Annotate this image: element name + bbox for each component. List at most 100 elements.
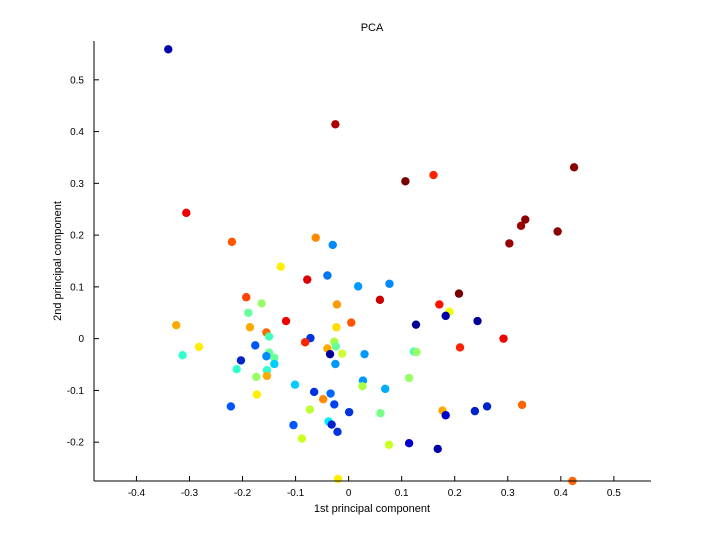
scatter-point xyxy=(290,380,300,389)
scatter-point xyxy=(441,311,450,321)
scatter-point xyxy=(303,275,312,284)
scatter-point xyxy=(252,390,262,399)
scatter-point xyxy=(412,347,421,357)
y-tick-label: 0 xyxy=(78,334,84,345)
scatter-point xyxy=(553,227,562,236)
scatter-point xyxy=(245,323,255,332)
scatter-point xyxy=(232,364,241,374)
x-axis-label: 1st principal component xyxy=(314,503,430,515)
scatter-point xyxy=(411,320,421,329)
scatter-point xyxy=(164,45,173,54)
scatter-point xyxy=(331,359,340,369)
scatter-point xyxy=(257,299,266,308)
y-tick-label: 0.2 xyxy=(70,231,84,242)
y-ticks: -0.2 -0.1 0 0.1 0.2 0.3 0.4 0.5 xyxy=(67,75,99,449)
scatter-point xyxy=(347,318,356,327)
scatter-point xyxy=(454,289,464,298)
scatter-point xyxy=(323,271,332,280)
scatter-point xyxy=(172,320,181,330)
scatter-point xyxy=(401,177,410,186)
scatter-point xyxy=(333,427,342,437)
scatter-point xyxy=(270,353,279,362)
x-tick-label: 0.1 xyxy=(395,488,409,499)
scatter-point xyxy=(318,395,328,404)
scatter-point xyxy=(360,349,369,359)
scatter-point xyxy=(182,208,191,218)
scatter-point xyxy=(327,420,336,429)
x-tick-label: -0.3 xyxy=(181,488,199,499)
scatter-point xyxy=(376,408,385,418)
scatter-point xyxy=(227,237,237,247)
scatter-point xyxy=(326,389,335,398)
scatter-point xyxy=(252,372,261,382)
scatter-point xyxy=(300,338,310,347)
scatter-point xyxy=(325,349,335,359)
scatter-point xyxy=(242,293,251,302)
scatter-point xyxy=(381,384,390,394)
scatter-point xyxy=(236,356,246,365)
scatter-point xyxy=(338,349,347,358)
scatter-point xyxy=(244,308,253,317)
scatter-point xyxy=(332,323,341,332)
scatter-point xyxy=(375,295,385,305)
scatter-point xyxy=(358,382,367,391)
scatter-point xyxy=(521,215,530,224)
x-tick-label: 0.5 xyxy=(607,488,621,499)
scatter-point xyxy=(482,402,492,411)
scatter-point xyxy=(569,163,579,172)
x-tick-label: 0 xyxy=(346,488,352,499)
scatter-point xyxy=(309,387,319,397)
scatter-point xyxy=(333,474,343,484)
scatter-point xyxy=(433,444,442,454)
scatter-point xyxy=(473,316,482,326)
scatter-point xyxy=(262,371,272,381)
y-tick-label: -0.2 xyxy=(67,438,85,449)
scatter-point xyxy=(385,279,394,288)
y-axis-label: 2nd principal component xyxy=(52,201,64,321)
y-tick-label: 0.4 xyxy=(70,127,84,138)
scatter-point xyxy=(178,351,187,360)
scatter-point xyxy=(289,420,298,430)
scatter-point xyxy=(226,402,236,411)
scatter-point xyxy=(429,170,438,180)
scatter-point xyxy=(264,332,274,341)
scatter-point xyxy=(516,221,526,230)
axes xyxy=(93,41,651,482)
x-tick-label: -0.2 xyxy=(234,488,252,499)
scatter-point xyxy=(404,373,414,383)
scatter-point xyxy=(470,406,480,416)
x-tick-label: 0.2 xyxy=(448,488,462,499)
scatter-point xyxy=(384,440,394,449)
scatter-point xyxy=(194,342,204,352)
scatter-point xyxy=(328,240,337,250)
scatter-point xyxy=(441,411,450,420)
x-ticks: -0.4 -0.3 -0.2 -0.1 0 0.1 0.2 0.3 0.4 0.5 xyxy=(128,476,621,499)
scatter-point xyxy=(251,341,260,350)
chart-title: PCA xyxy=(361,22,384,34)
x-tick-label: -0.4 xyxy=(128,488,146,499)
scatter-point xyxy=(305,405,315,414)
points-layer xyxy=(164,45,579,486)
x-tick-label: -0.1 xyxy=(287,488,305,499)
scatter-point xyxy=(297,434,307,443)
scatter-point xyxy=(330,400,339,409)
scatter-point xyxy=(331,342,341,351)
y-tick-label: 0.1 xyxy=(70,282,84,293)
scatter-point xyxy=(276,262,285,271)
scatter-point xyxy=(499,334,508,343)
scatter-point xyxy=(270,359,279,369)
scatter-point xyxy=(505,239,514,248)
y-tick-label: -0.1 xyxy=(67,386,85,397)
scatter-point xyxy=(344,407,354,417)
scatter-point xyxy=(311,233,320,242)
scatter-point xyxy=(353,282,363,291)
scatter-point xyxy=(332,300,342,309)
x-tick-label: 0.3 xyxy=(501,488,515,499)
y-tick-label: 0.5 xyxy=(70,75,84,86)
scatter-point xyxy=(281,316,291,326)
scatter-point xyxy=(435,300,444,309)
scatter-point xyxy=(517,400,527,410)
scatter-point xyxy=(455,343,465,352)
scatter-point xyxy=(404,439,414,448)
